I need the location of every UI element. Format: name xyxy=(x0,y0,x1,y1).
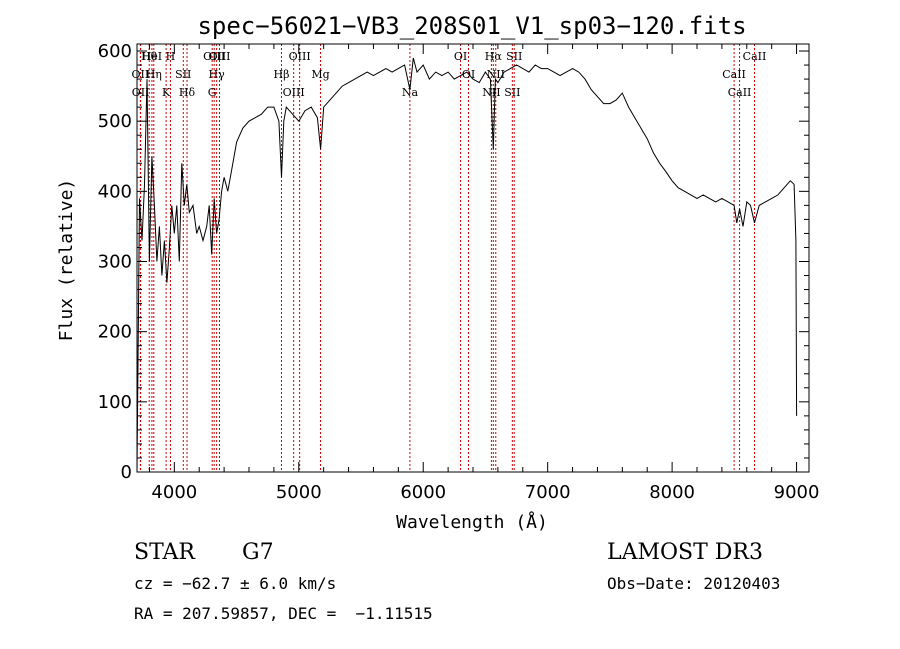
object-class: STAR xyxy=(134,540,195,565)
y-tick-label: 400 xyxy=(98,181,132,202)
line-label: SII xyxy=(175,68,191,81)
line-label: Hη xyxy=(146,68,162,81)
y-tick-label: 300 xyxy=(98,252,132,273)
line-label: Hδ xyxy=(179,86,196,99)
object-subclass: G7 xyxy=(242,540,274,565)
x-tick-label: 6000 xyxy=(400,482,446,503)
line-label: H xyxy=(166,50,176,63)
line-label: Na xyxy=(402,86,419,99)
line-label: SII xyxy=(504,86,520,99)
x-tick-label: 7000 xyxy=(525,482,571,503)
chart-title: spec−56021−VB3_208S01_V1_sp03−120.fits xyxy=(197,12,746,40)
y-tick-label: 600 xyxy=(98,41,132,62)
line-label: OII xyxy=(132,86,150,99)
line-label: Hγ xyxy=(209,68,226,81)
line-label: CaII xyxy=(728,86,752,99)
line-label: OIII xyxy=(203,50,225,63)
obs-date: Obs−Date: 20120403 xyxy=(607,574,781,593)
line-label: Hβ xyxy=(274,68,290,81)
y-tick-label: 200 xyxy=(98,322,132,343)
line-labels: HθOIIOIIHeIHηKHSIIHδOIIIHγGOIIIHβOIIIOII… xyxy=(132,50,767,99)
line-label: G xyxy=(208,86,217,99)
x-axis-ticks: 4000 5000 6000 7000 8000 9000 xyxy=(148,44,820,503)
y-tick-label: 0 xyxy=(121,462,132,483)
line-label: OII xyxy=(132,68,150,81)
cz-value: cz = −62.7 ± 6.0 km/s xyxy=(134,574,337,593)
y-axis-label: Flux (relative) xyxy=(56,179,77,342)
line-label: OIII xyxy=(289,50,311,63)
y-tick-label: 100 xyxy=(98,392,132,413)
line-label: OIII xyxy=(208,50,230,63)
line-label: Hα xyxy=(485,50,503,63)
x-tick-label: 4000 xyxy=(151,482,197,503)
y-tick-label: 500 xyxy=(98,111,132,132)
line-label: Mg xyxy=(311,68,329,81)
line-label: OIII xyxy=(283,86,305,99)
x-tick-label: 8000 xyxy=(649,482,695,503)
x-axis-label: Wavelength (Å) xyxy=(396,511,548,533)
x-tick-label: 9000 xyxy=(774,482,820,503)
ra-dec: RA = 207.59857, DEC = −1.11515 xyxy=(134,604,433,623)
line-label: HeI xyxy=(142,50,162,63)
line-markers xyxy=(139,44,755,472)
line-label: CaII xyxy=(743,50,767,63)
line-label: CaII xyxy=(722,68,746,81)
x-tick-label: 5000 xyxy=(276,482,322,503)
spectrum-line xyxy=(136,57,798,473)
y-axis-ticks: 0 100 200 300 400 500 600 xyxy=(98,41,809,483)
plot-frame xyxy=(136,43,810,473)
line-label: SII xyxy=(506,50,522,63)
survey-label: LAMOST DR3 xyxy=(607,540,763,565)
line-label: Hθ xyxy=(141,50,158,63)
line-label: OI xyxy=(454,50,467,63)
line-label: K xyxy=(162,86,171,99)
